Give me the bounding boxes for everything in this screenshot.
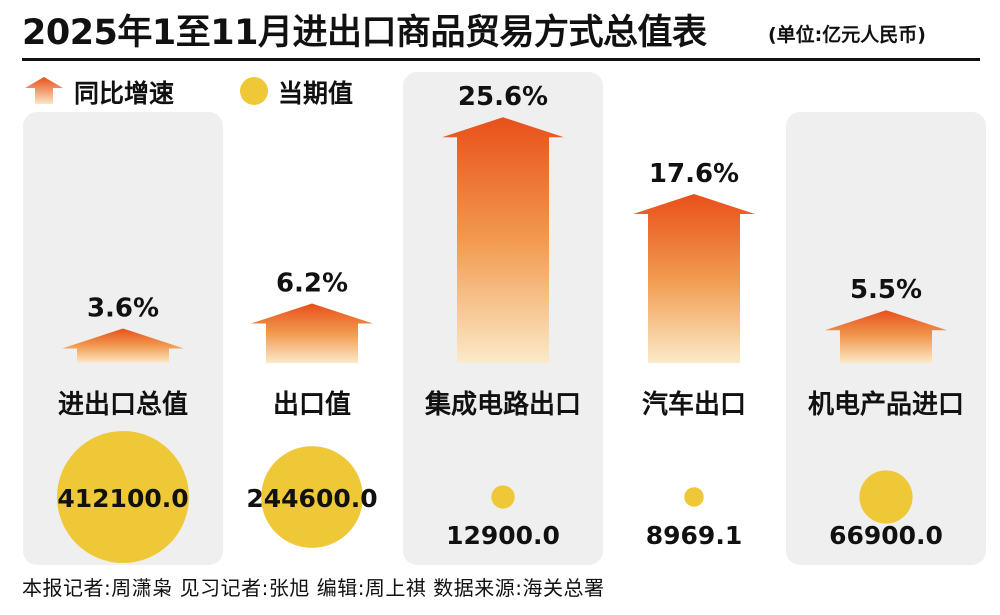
growth-label: 3.6% (87, 293, 159, 323)
growth-arrow (62, 328, 184, 363)
category-label: 集成电路出口 (424, 389, 581, 420)
growth-label: 17.6% (649, 159, 739, 189)
legend-growth-label: 同比增速 (74, 79, 175, 108)
legend-value-label: 当期值 (278, 79, 354, 108)
title-underline (22, 58, 980, 61)
category-label: 进出口总值 (58, 390, 188, 420)
value-bubble (57, 431, 189, 563)
growth-arrow (442, 117, 564, 364)
legend-arrow-icon (25, 77, 63, 104)
value-label: 244600.0 (246, 484, 377, 513)
value-label: 66900.0 (829, 521, 943, 550)
value-bubble (261, 446, 363, 548)
growth-arrow (251, 303, 373, 363)
value-label: 12900.0 (446, 521, 560, 550)
category-label: 汽车出口 (642, 389, 746, 420)
footer-credits: 本报记者:周潇枭 见习记者:张旭 编辑:周上祺 数据来源:海关总署 (22, 576, 605, 600)
value-bubble (684, 487, 704, 507)
chart-title: 2025年1至11月进出口商品贸易方式总值表 (22, 13, 707, 53)
growth-label: 6.2% (276, 268, 348, 298)
growth-arrow (825, 310, 947, 363)
value-bubble (491, 485, 515, 509)
legend-circle-icon (240, 77, 268, 105)
growth-arrow (633, 194, 755, 363)
category-label: 机电产品进口 (808, 390, 964, 420)
value-bubble (859, 470, 913, 524)
growth-label: 25.6% (458, 82, 548, 112)
value-label: 412100.0 (57, 484, 188, 513)
unit-label: (单位:亿元人民币) (768, 24, 926, 46)
value-label: 8969.1 (646, 521, 742, 550)
growth-label: 5.5% (850, 275, 922, 305)
title-bar: 2025年1至11月进出口商品贸易方式总值表 (单位:亿元人民币) (0, 0, 1000, 62)
category-label: 出口值 (273, 390, 351, 420)
